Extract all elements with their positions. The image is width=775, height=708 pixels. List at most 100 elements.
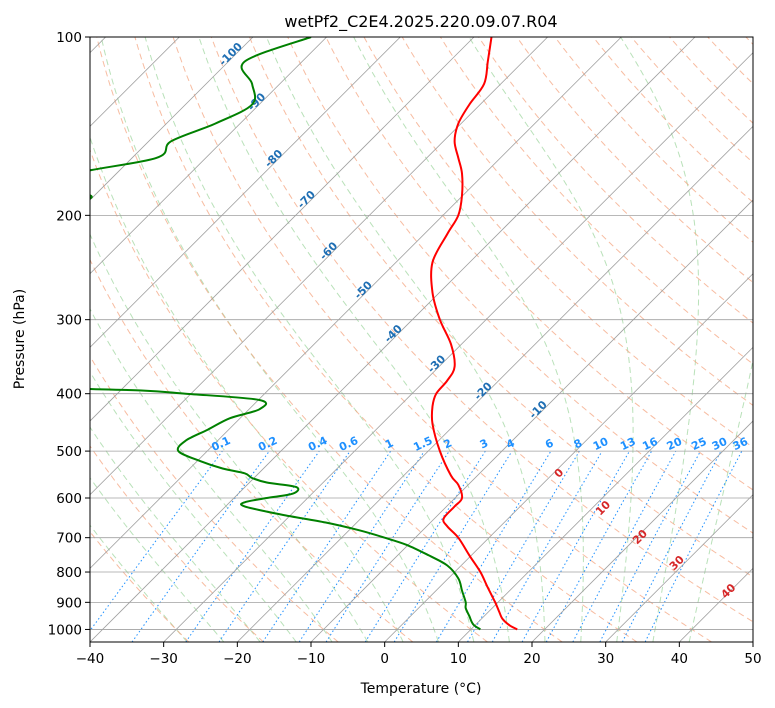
moist-adiabats [90,37,753,642]
y-tick-label: 100 [56,30,82,46]
mixing-ratio-label: 6 [543,436,556,451]
mixing-ratio-line [218,450,351,642]
dry-adiabat-line [90,445,264,642]
x-tick-label: −30 [149,651,178,667]
moist-adiabat-line [100,37,439,642]
dry-adiabat-line [210,37,753,623]
dry-adiabat-line [439,37,753,365]
mixing-ratio-line [185,450,320,642]
plot-frame [89,36,754,643]
isobars [90,37,753,630]
moist-adiabat-label: 30 [667,553,687,573]
moist-adiabat-label: 20 [630,527,650,547]
mixing-ratio-line [90,450,223,632]
mixing-ratio-label: 4 [504,436,517,451]
mixing-ratio-label: 30 [710,435,730,453]
x-axis-label: Temperature (°C) [360,681,482,697]
isotherm-line [605,494,753,642]
chart-title: wetPf2_C2E4.2025.220.09.07.R04 [284,12,557,32]
moist-adiabat-line [353,37,584,642]
mixing-ratio-line [262,450,392,642]
dry-adiabat-line [554,37,753,243]
moist-adiabat-line [266,37,546,642]
y-axis-label: Pressure (hPa) [12,289,28,389]
dry-adiabat-line [592,37,753,203]
isotherm-line [90,37,254,201]
isotherm-line [163,52,753,642]
mixing-ratio-line [572,450,677,642]
isotherm-line [90,37,475,422]
isotherm-line [90,37,401,348]
mixing-ratio-label: 20 [665,435,685,453]
x-axis: −40 −30 −20 −10 0 10 20 30 40 50 [76,642,762,667]
mixing-ratio-label: 13 [618,435,637,453]
x-tick-label: 20 [523,651,540,667]
mixing-ratio-label: 36 [731,435,751,453]
mixing-ratio-line [644,450,743,642]
moist-adiabat-label: 10 [593,498,613,518]
dry-adiabat-label: -100 [216,40,245,69]
dry-adiabat-line [325,37,753,491]
dry-adiabats [90,37,753,642]
dry-adiabat-line [90,531,190,642]
mixing-ratio-line [298,450,425,642]
x-tick-label: 10 [450,651,467,667]
dry-adiabat-line [249,37,753,578]
dry-adiabat-line [707,37,753,85]
mixing-ratio-lines [90,450,743,642]
dry-adiabat-line [745,37,753,46]
dry-adiabat-label: -30 [425,352,448,375]
y-tick-label: 200 [56,208,82,224]
dry-adiabat-label: -60 [317,239,340,262]
isotherm-line [90,37,696,642]
moist-adiabat-line [468,37,634,642]
moist-adiabat-line [198,37,510,642]
mixing-ratio-label: 10 [591,435,611,453]
x-tick-label: −40 [76,651,105,667]
moist-adiabat-line [90,135,404,642]
moist-adiabat-line [620,37,700,642]
isotherm-line [384,273,753,642]
y-tick-label: 400 [56,387,82,403]
dry-adiabat-line [516,37,753,284]
dry-adiabat-line [90,148,488,642]
dry-adiabat-line [669,37,753,124]
x-tick-label: −20 [223,651,252,667]
isotherm-line [90,37,622,569]
mixing-ratio-line [393,450,513,642]
y-tick-label: 300 [56,313,82,329]
x-tick-label: 0 [380,651,389,667]
mixing-ratio-label: 2 [442,436,454,451]
mixing-ratio-label: 16 [640,435,660,453]
dry-adiabat-line [90,258,414,642]
y-tick-label: 600 [56,491,82,507]
isotherm-line [752,641,753,642]
dry-adiabat-label: -90 [245,90,268,113]
isotherm-line [310,199,753,642]
y-axis: 1000 900 800 700 600 500 400 300 200 100 [48,30,90,638]
x-tick-label: 40 [671,651,688,667]
x-tick-label: 50 [744,651,761,667]
moist-adiabat-label: 40 [718,581,738,601]
dry-adiabat-line [172,37,712,642]
mixing-ratio-line [131,450,270,642]
dry-adiabat-line [287,37,753,534]
isotherm-line [90,37,327,275]
isotherm-line [679,567,753,642]
mixing-ratio-label: 3 [478,436,490,451]
mixing-ratio-line [545,450,653,642]
dewpoint-profile-line [90,37,481,631]
moist-adiabat-line [90,426,261,642]
plot-area: 0.1 0.2 0.4 0.6 1 1.5 2 3 4 6 8 10 13 16 20 25 30 36-100-… [90,37,753,642]
dry-adiabat-label: -80 [262,147,285,170]
y-tick-label: 900 [56,595,82,611]
isotherm-line [531,420,753,642]
dry-adiabat-line [90,355,339,642]
y-tick-label: 700 [56,531,82,547]
mixing-ratio-label: 25 [689,435,708,453]
moist-adiabat-line [90,370,297,642]
moist-adiabat-line [90,308,333,642]
y-tick-label: 1000 [48,622,82,638]
moist-adiabat-line [90,233,369,642]
moist-adiabat-line [688,358,753,642]
